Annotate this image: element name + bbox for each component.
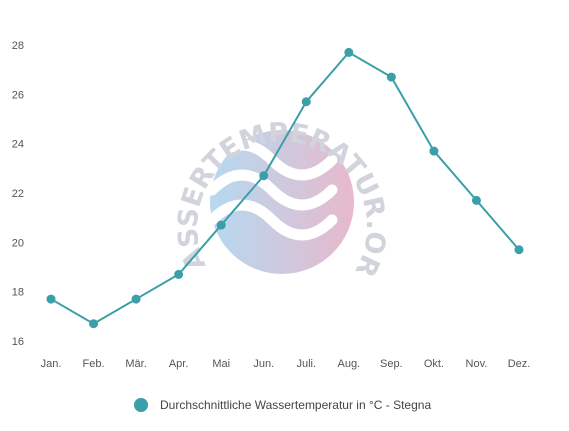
y-tick-label: 24 (12, 139, 24, 151)
data-point[interactable] (471, 195, 481, 205)
x-tick-label: Sep. (380, 358, 403, 370)
watermark-logo: WASSERTEMPERATUR.ORG (0, 0, 391, 282)
y-tick-label: 28 (12, 40, 24, 52)
x-tick-label: Okt. (424, 358, 444, 370)
data-point[interactable] (216, 220, 226, 230)
data-point[interactable] (514, 245, 524, 255)
legend-label: Durchschnittliche Wassertemperatur in °C… (160, 398, 431, 412)
x-tick-label: Dez. (508, 358, 531, 370)
x-tick-label: Jan. (41, 358, 62, 370)
x-tick-label: Apr. (169, 358, 189, 370)
x-tick-label: Aug. (337, 358, 360, 370)
data-point[interactable] (259, 171, 269, 181)
x-tick-label: Feb. (83, 358, 105, 370)
data-point[interactable] (344, 47, 354, 57)
x-tick-label: Jun. (253, 358, 274, 370)
data-point[interactable] (89, 319, 99, 329)
data-point[interactable] (174, 269, 184, 279)
legend[interactable]: Durchschnittliche Wassertemperatur in °C… (134, 398, 431, 412)
x-axis: Jan. Feb. Mär. Apr. Mai Jun. Juli. Aug. Sep. Okt.… (41, 358, 531, 370)
y-tick-label: 26 (12, 89, 24, 101)
x-tick-label: Mär. (125, 358, 146, 370)
y-tick-label: 20 (12, 237, 24, 249)
legend-marker-icon (134, 398, 148, 412)
data-point[interactable] (131, 294, 141, 304)
data-point[interactable] (386, 72, 396, 82)
data-point[interactable] (301, 97, 311, 107)
data-point[interactable] (429, 146, 439, 156)
series-line (50, 51, 520, 325)
y-tick-label: 16 (12, 336, 24, 348)
x-tick-label: Nov. (466, 358, 488, 370)
y-tick-label: 18 (12, 287, 24, 299)
x-tick-label: Juli. (296, 358, 316, 370)
data-point[interactable] (46, 294, 56, 304)
y-tick-label: 22 (12, 188, 24, 200)
x-tick-label: Mai (212, 358, 230, 370)
series-layer (46, 47, 524, 329)
y-axis: 16 18 20 22 24 26 28 (12, 40, 24, 348)
